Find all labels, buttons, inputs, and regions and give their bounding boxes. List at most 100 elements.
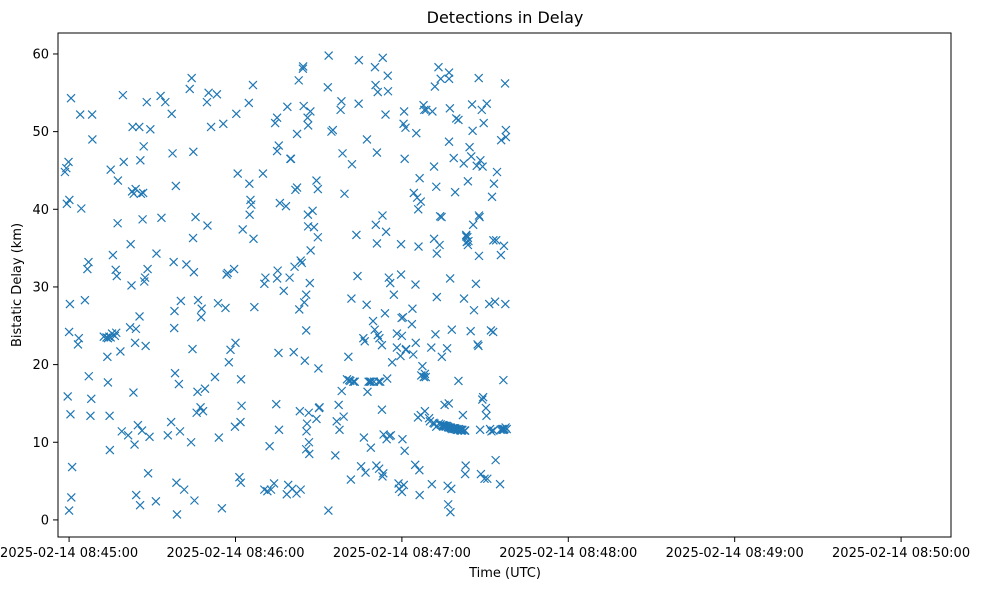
data-point [312, 414, 321, 424]
x-tick-label: 2025-02-14 08:50:00 [832, 546, 970, 561]
data-point [171, 181, 181, 191]
data-point [374, 377, 384, 387]
data-point [202, 97, 212, 107]
data-point [181, 259, 191, 269]
data-point [294, 305, 304, 314]
data-point [490, 297, 500, 307]
data-point [407, 319, 417, 329]
data-point [169, 323, 179, 333]
data-point [444, 399, 454, 408]
data-point [419, 105, 429, 115]
data-point [131, 324, 141, 334]
data-point [129, 189, 139, 199]
data-point [392, 343, 402, 352]
data-point [431, 182, 441, 192]
data-point [274, 348, 283, 358]
data-point [196, 312, 206, 322]
data-point [112, 271, 122, 281]
data-point [118, 90, 128, 100]
data-point [212, 89, 222, 99]
data-point [214, 433, 224, 443]
data-point [474, 211, 484, 220]
data-point [478, 162, 488, 171]
data-point [351, 230, 361, 240]
data-point [105, 411, 115, 421]
data-point [230, 422, 240, 432]
data-point [416, 197, 426, 206]
data-point [140, 273, 150, 283]
data-point [186, 437, 196, 447]
data-point [476, 469, 486, 479]
data-point [460, 426, 470, 436]
data-point [113, 218, 123, 228]
data-point [500, 299, 510, 309]
data-point [295, 406, 305, 416]
data-point [302, 419, 312, 429]
data-point [381, 227, 391, 237]
data-point [82, 264, 92, 274]
data-point [496, 135, 506, 145]
x-axis-ticks: 2025-02-14 08:45:00 2025-02-14 08:46:00 20… [0, 537, 970, 561]
data-point [431, 329, 440, 339]
data-point [271, 399, 281, 409]
data-point [272, 113, 282, 123]
data-point [379, 430, 389, 439]
data-point [475, 212, 484, 222]
data-point [221, 303, 230, 313]
data-point [313, 232, 323, 242]
y-tick-label: 40 [32, 203, 49, 218]
data-point [167, 109, 177, 119]
data-point [226, 345, 235, 355]
data-point [353, 271, 362, 281]
data-point [444, 137, 454, 147]
data-point [188, 147, 198, 157]
data-point [396, 270, 406, 279]
data-point [231, 109, 241, 119]
data-point [466, 152, 476, 161]
data-point [66, 492, 76, 502]
data-point [458, 410, 468, 420]
data-point [67, 462, 77, 472]
data-point [408, 304, 417, 314]
data-point [87, 110, 97, 119]
data-point [301, 444, 311, 454]
data-point [411, 280, 420, 290]
data-point [415, 173, 425, 183]
y-tick-label: 60 [32, 47, 49, 62]
data-point [478, 392, 488, 402]
data-point [304, 437, 314, 447]
data-point [339, 412, 349, 422]
data-point [315, 402, 324, 412]
data-point [128, 122, 138, 132]
data-point [467, 100, 477, 109]
data-point [298, 64, 308, 74]
data-point [143, 264, 153, 274]
data-point [477, 395, 487, 404]
data-point [176, 296, 186, 306]
data-point [446, 484, 456, 494]
data-point [365, 377, 375, 387]
data-point [266, 485, 276, 495]
data-point [354, 55, 364, 65]
data-point [87, 134, 97, 144]
data-point [261, 273, 270, 283]
data-point [346, 294, 356, 304]
data-point [372, 239, 382, 248]
data-point [296, 485, 306, 495]
data-point [460, 469, 470, 479]
data-point [308, 206, 318, 216]
data-point [313, 184, 323, 194]
data-point [500, 79, 510, 88]
data-point [457, 425, 467, 435]
data-point [115, 346, 125, 356]
data-point [169, 257, 179, 267]
data-point [380, 308, 390, 318]
data-point [447, 325, 457, 335]
data-point [74, 333, 84, 343]
data-point [343, 352, 353, 362]
data-point [269, 478, 279, 488]
data-point [62, 199, 72, 209]
data-point [445, 273, 455, 283]
data-point [258, 169, 268, 178]
data-point [130, 338, 140, 348]
